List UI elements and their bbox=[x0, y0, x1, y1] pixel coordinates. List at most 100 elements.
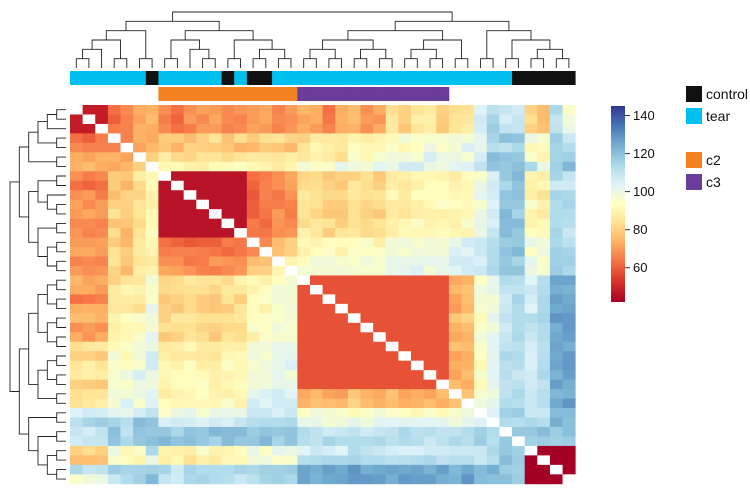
heatmap-cell bbox=[82, 161, 96, 172]
heatmap-cell bbox=[448, 199, 462, 210]
heatmap-cell bbox=[512, 417, 526, 428]
heatmap-cell bbox=[373, 247, 387, 257]
heatmap-cell bbox=[524, 389, 538, 399]
heatmap-cell bbox=[272, 455, 286, 466]
heatmap-cell bbox=[360, 426, 374, 437]
cluster-annotation-cell bbox=[297, 87, 311, 101]
heatmap-cell bbox=[373, 180, 387, 191]
heatmap-cell bbox=[158, 161, 172, 172]
heatmap-cell bbox=[158, 123, 172, 134]
heatmap-cell bbox=[297, 370, 311, 381]
heatmap-cell bbox=[120, 370, 134, 381]
heatmap-cell bbox=[133, 190, 147, 201]
heatmap-cell bbox=[474, 436, 488, 447]
heatmap-cell bbox=[145, 142, 159, 153]
heatmap-cell bbox=[272, 123, 286, 134]
heatmap-cell bbox=[221, 436, 235, 447]
heatmap-cell bbox=[537, 161, 551, 172]
heatmap-cell bbox=[524, 445, 538, 456]
heatmap-cell bbox=[234, 123, 248, 134]
heatmap-cell bbox=[360, 218, 374, 229]
heatmap-cell bbox=[221, 474, 235, 485]
heatmap-cell bbox=[171, 351, 185, 362]
heatmap-cell bbox=[461, 360, 475, 371]
group-annotation-cell bbox=[272, 71, 286, 85]
heatmap-cell bbox=[322, 152, 336, 163]
heatmap-cell bbox=[196, 332, 210, 343]
heatmap-cell bbox=[133, 284, 147, 295]
dendrogram-branch bbox=[56, 137, 66, 149]
heatmap-cell bbox=[95, 436, 109, 447]
heatmap-cell bbox=[398, 408, 412, 418]
heatmap-cell bbox=[221, 123, 235, 134]
heatmap-cell bbox=[221, 275, 235, 286]
heatmap-cell bbox=[385, 218, 399, 229]
heatmap-cell bbox=[221, 114, 235, 125]
heatmap-cell bbox=[259, 105, 273, 115]
heatmap-cell bbox=[158, 218, 172, 229]
heatmap-cell bbox=[448, 341, 462, 352]
heatmap-cell bbox=[448, 265, 462, 276]
heatmap-cell bbox=[95, 237, 109, 248]
heatmap-cell bbox=[398, 294, 412, 305]
heatmap-cell bbox=[183, 455, 197, 466]
heatmap-cell bbox=[385, 389, 399, 399]
heatmap-cell bbox=[524, 474, 538, 485]
heatmap-cell bbox=[234, 379, 248, 390]
heatmap-cell bbox=[347, 209, 361, 220]
heatmap-cell bbox=[145, 464, 159, 475]
heatmap-cell bbox=[95, 389, 109, 399]
heatmap-cell bbox=[537, 360, 551, 371]
heatmap-cell bbox=[259, 123, 273, 134]
heatmap-cell bbox=[562, 436, 576, 447]
heatmap-cell bbox=[474, 237, 488, 248]
heatmap-cell bbox=[512, 360, 526, 371]
heatmap-cell bbox=[297, 275, 311, 286]
group-annotation-cell bbox=[234, 71, 248, 85]
heatmap-cell bbox=[309, 209, 323, 220]
heatmap-cell bbox=[120, 322, 134, 333]
heatmap-cell bbox=[486, 426, 500, 437]
heatmap-cell bbox=[347, 171, 361, 182]
heatmap-cell bbox=[335, 398, 349, 409]
heatmap-cell bbox=[234, 228, 248, 238]
heatmap-cell bbox=[360, 474, 374, 485]
heatmap-cell bbox=[107, 332, 121, 343]
heatmap-cell bbox=[474, 142, 488, 153]
heatmap-cell bbox=[171, 256, 185, 267]
heatmap-cell bbox=[436, 436, 450, 447]
heatmap-cell bbox=[474, 389, 488, 399]
heatmap-cell bbox=[411, 474, 425, 485]
heatmap-cell bbox=[234, 265, 248, 276]
heatmap-cell bbox=[385, 341, 399, 352]
heatmap-cell bbox=[272, 171, 286, 182]
heatmap-cell bbox=[347, 379, 361, 390]
heatmap-cell bbox=[259, 426, 273, 437]
heatmap-cell bbox=[259, 275, 273, 286]
heatmap-cell bbox=[82, 199, 96, 210]
heatmap-cell bbox=[461, 228, 475, 238]
dendrogram-branch bbox=[56, 412, 66, 423]
heatmap-cell bbox=[246, 284, 260, 295]
heatmap-cell bbox=[537, 389, 551, 399]
heatmap-cell bbox=[499, 341, 513, 352]
group-annotation-cell bbox=[385, 71, 399, 85]
heatmap-cell bbox=[486, 322, 500, 333]
heatmap-cell bbox=[398, 322, 412, 333]
heatmap-cell bbox=[499, 190, 513, 201]
heatmap-cell bbox=[322, 161, 336, 172]
heatmap-cell bbox=[297, 256, 311, 267]
heatmap-cell bbox=[120, 171, 134, 182]
heatmap-cell bbox=[171, 142, 185, 153]
heatmap-cell bbox=[284, 408, 298, 418]
heatmap-cell bbox=[385, 133, 399, 144]
heatmap-cell bbox=[208, 284, 222, 295]
heatmap-cell bbox=[145, 313, 159, 324]
cluster-annotation-cell bbox=[360, 87, 374, 101]
heatmap-cell bbox=[208, 398, 222, 409]
heatmap-cell bbox=[120, 256, 134, 267]
heatmap-cell bbox=[259, 294, 273, 305]
heatmap-cell bbox=[373, 133, 387, 144]
heatmap-cell bbox=[322, 417, 336, 428]
heatmap-cell bbox=[512, 474, 526, 485]
